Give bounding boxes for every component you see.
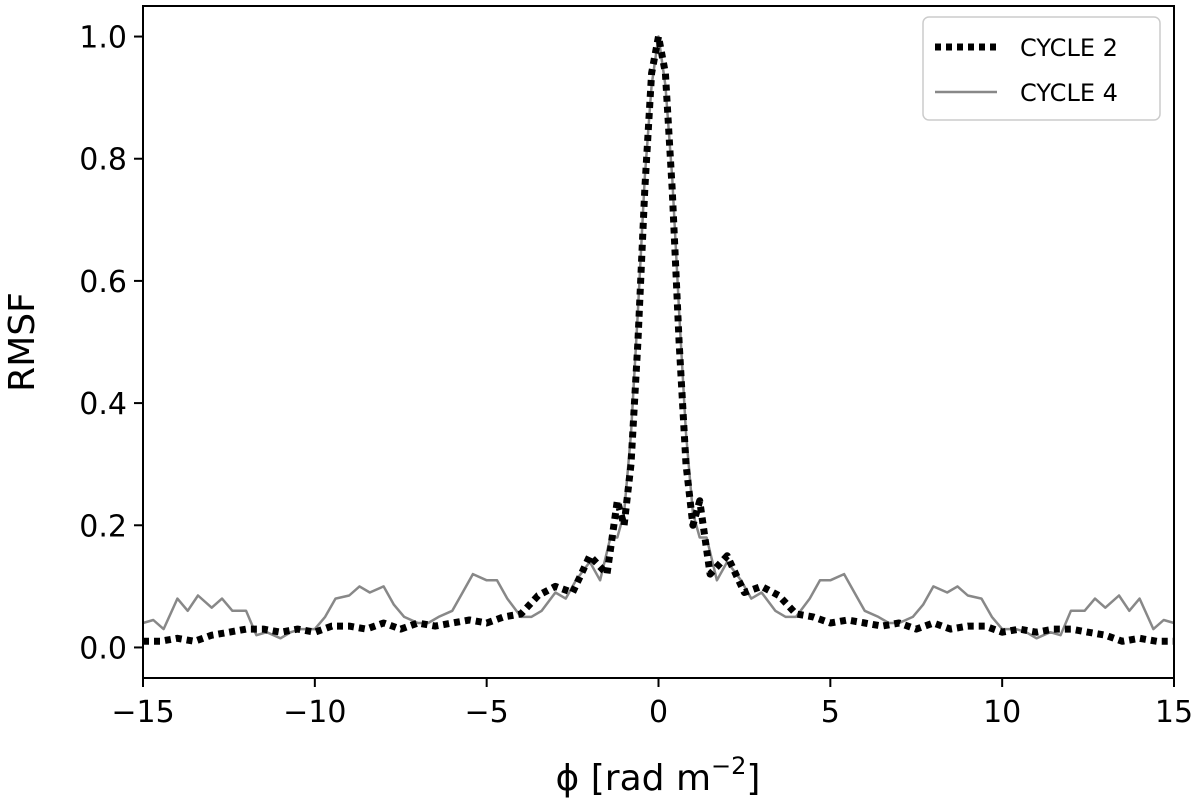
x-axis-label-superscript: −2 [711, 752, 746, 780]
legend: CYCLE 2 CYCLE 4 [922, 16, 1161, 121]
y-tick-label: 0.2 [79, 509, 127, 544]
y-tick-label: 1.0 [79, 21, 127, 56]
x-tick-label: −5 [465, 695, 509, 730]
y-tick-label: 0.0 [79, 631, 127, 666]
x-tick-label: −15 [111, 695, 174, 730]
x-tick-label: 0 [649, 695, 668, 730]
y-axis-label: RMSF [2, 292, 43, 392]
x-tick-label: −10 [283, 695, 346, 730]
legend-label-cycle-2: CYCLE 2 [1020, 34, 1118, 62]
x-tick-label: 10 [983, 695, 1021, 730]
series-line-cycle-2 [143, 33, 1174, 645]
x-tick-label: 5 [821, 695, 840, 730]
legend-box [922, 16, 1161, 121]
x-tick-label: 15 [1155, 695, 1193, 730]
legend-label-cycle-4: CYCLE 4 [1020, 79, 1118, 107]
y-axis: 0.0 0.2 0.4 0.6 0.8 1.0 [79, 21, 143, 666]
x-axis-label-main: ϕ [rad m [556, 758, 711, 799]
series-layer [142, 33, 1175, 645]
x-axis-label: ϕ [rad m−2] [556, 752, 761, 799]
series-line-cycle-4 [142, 35, 1175, 640]
x-axis: −15 −10 −5 0 5 10 15 [111, 678, 1193, 730]
y-tick-label: 0.8 [79, 143, 127, 178]
x-axis-label-suffix: ] [746, 758, 760, 799]
y-tick-label: 0.6 [79, 265, 127, 300]
y-tick-label: 0.4 [79, 387, 127, 422]
